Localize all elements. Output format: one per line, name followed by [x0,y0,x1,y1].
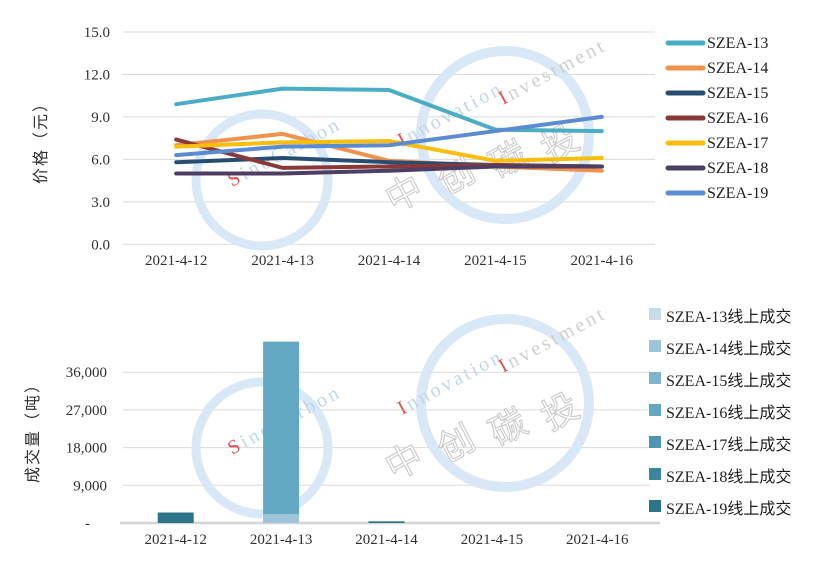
legend-label: SZEA-15 [707,85,768,102]
legend-square-swatch [649,436,661,448]
watermark-cn-char: 投 [535,386,586,438]
legend-square-swatch [649,308,661,320]
legend-item: SZEA-17线上成交 [649,436,791,454]
y-tick-label: - [85,516,90,532]
y-tick-label: 3.0 [91,195,110,211]
y-tick-label: 9,000 [73,478,107,494]
legend-square-swatch [649,372,661,384]
legend-item: SZEA-14线上成交 [649,340,791,358]
x-tick-label: 2021-4-14 [358,253,421,269]
watermark-word: Investment [495,34,610,109]
x-axis-labels: 2021-4-12 2021-4-13 2021-4-14 2021-4-15 2021… [145,253,634,269]
legend-item: SZEA-18线上成交 [649,468,791,486]
x-tick-label: 2021-4-14 [355,532,418,548]
y-tick-label: 6.0 [91,152,110,168]
legend-item: SZEA-19线上成交 [649,500,791,518]
x-tick-label: 2021-4-12 [144,532,207,548]
legend-label: SZEA-16 [707,110,768,127]
y-tick-label: 36,000 [66,365,107,381]
legend-item: SZEA-16线上成交 [649,404,791,422]
line-series-SZEA-13 [174,86,604,134]
watermark-word: Investment [495,302,610,377]
y-tick-label: 18,000 [66,441,107,457]
legend-label: SZEA-15线上成交 [666,372,791,390]
bars [157,341,405,523]
y-tick-label: 27,000 [66,403,107,419]
line-series-SZEA-19 [174,114,604,158]
legend-item: SZEA-18 [665,160,768,177]
legend-label: SZEA-13线上成交 [666,308,791,326]
bar-segment-SZEA-19线上成交 [368,521,405,523]
line-series-SZEA-17 [174,138,604,163]
volume-bar-chart: 36,00027,00018,0009,000-SinoCarbonInnova… [66,302,792,548]
legend-square-swatch [649,404,661,416]
y-tick-label: 0.0 [91,237,110,253]
x-tick-label: 2021-4-15 [461,532,524,548]
legend-item: SZEA-15线上成交 [649,372,791,390]
legend-label: SZEA-18线上成交 [666,468,791,486]
legend-item: SZEA-13 [665,35,768,52]
legend-item: SZEA-19 [665,185,768,202]
legend-item: SZEA-16 [665,110,768,127]
legend-label: SZEA-16线上成交 [666,404,791,422]
legend-label: SZEA-17线上成交 [666,436,791,454]
bar-segment-SZEA-19线上成交 [157,512,194,523]
line-series-SZEA-18 [174,164,604,176]
legend-item: SZEA-15 [665,85,768,102]
legend-square-swatch [649,500,661,512]
watermark-word: Innovation [394,345,507,419]
legend-label: SZEA-19线上成交 [666,500,791,518]
legend: SZEA-13线上成交 SZEA-14线上成交 SZEA-15线上成交 SZEA-16… [649,308,791,518]
watermark-cn-char: 中 [379,436,430,488]
watermark-cn-char: 中 [379,168,430,220]
y-tick-label: 12.0 [84,67,110,83]
legend-label: SZEA-17 [707,135,768,152]
x-tick-label: 2021-4-15 [464,253,527,269]
legend-square-swatch [649,340,661,352]
bar-segment-SZEA-16线上成交 [263,341,300,515]
legend-item: SZEA-13线上成交 [649,308,791,326]
legend-item: SZEA-17 [665,135,768,152]
x-tick-label: 2021-4-13 [250,532,313,548]
legend-label: SZEA-14线上成交 [666,340,791,358]
legend: SZEA-13 SZEA-14 SZEA-15 SZEA-16 SZEA-17 SZEA-… [665,35,768,202]
bar-segment-SZEA-14线上成交 [263,514,300,523]
x-axis-labels: 2021-4-12 2021-4-13 2021-4-14 2021-4-15 2021… [144,532,629,548]
x-tick-label: 2021-4-16 [571,253,634,269]
legend-label: SZEA-18 [707,160,768,177]
legend-label: SZEA-13 [707,35,768,52]
x-tick-label: 2021-4-16 [566,532,629,548]
x-tick-label: 2021-4-12 [145,253,208,269]
legend-label: SZEA-14 [707,60,768,77]
y-tick-label: 9.0 [91,110,110,126]
x-tick-label: 2021-4-13 [251,253,314,269]
watermark-cn-char: 创 [431,418,482,470]
y-tick-label: 15.0 [84,25,110,41]
legend-item: SZEA-14 [665,60,768,77]
legend-square-swatch [649,468,661,480]
legend-label: SZEA-19 [707,185,768,202]
